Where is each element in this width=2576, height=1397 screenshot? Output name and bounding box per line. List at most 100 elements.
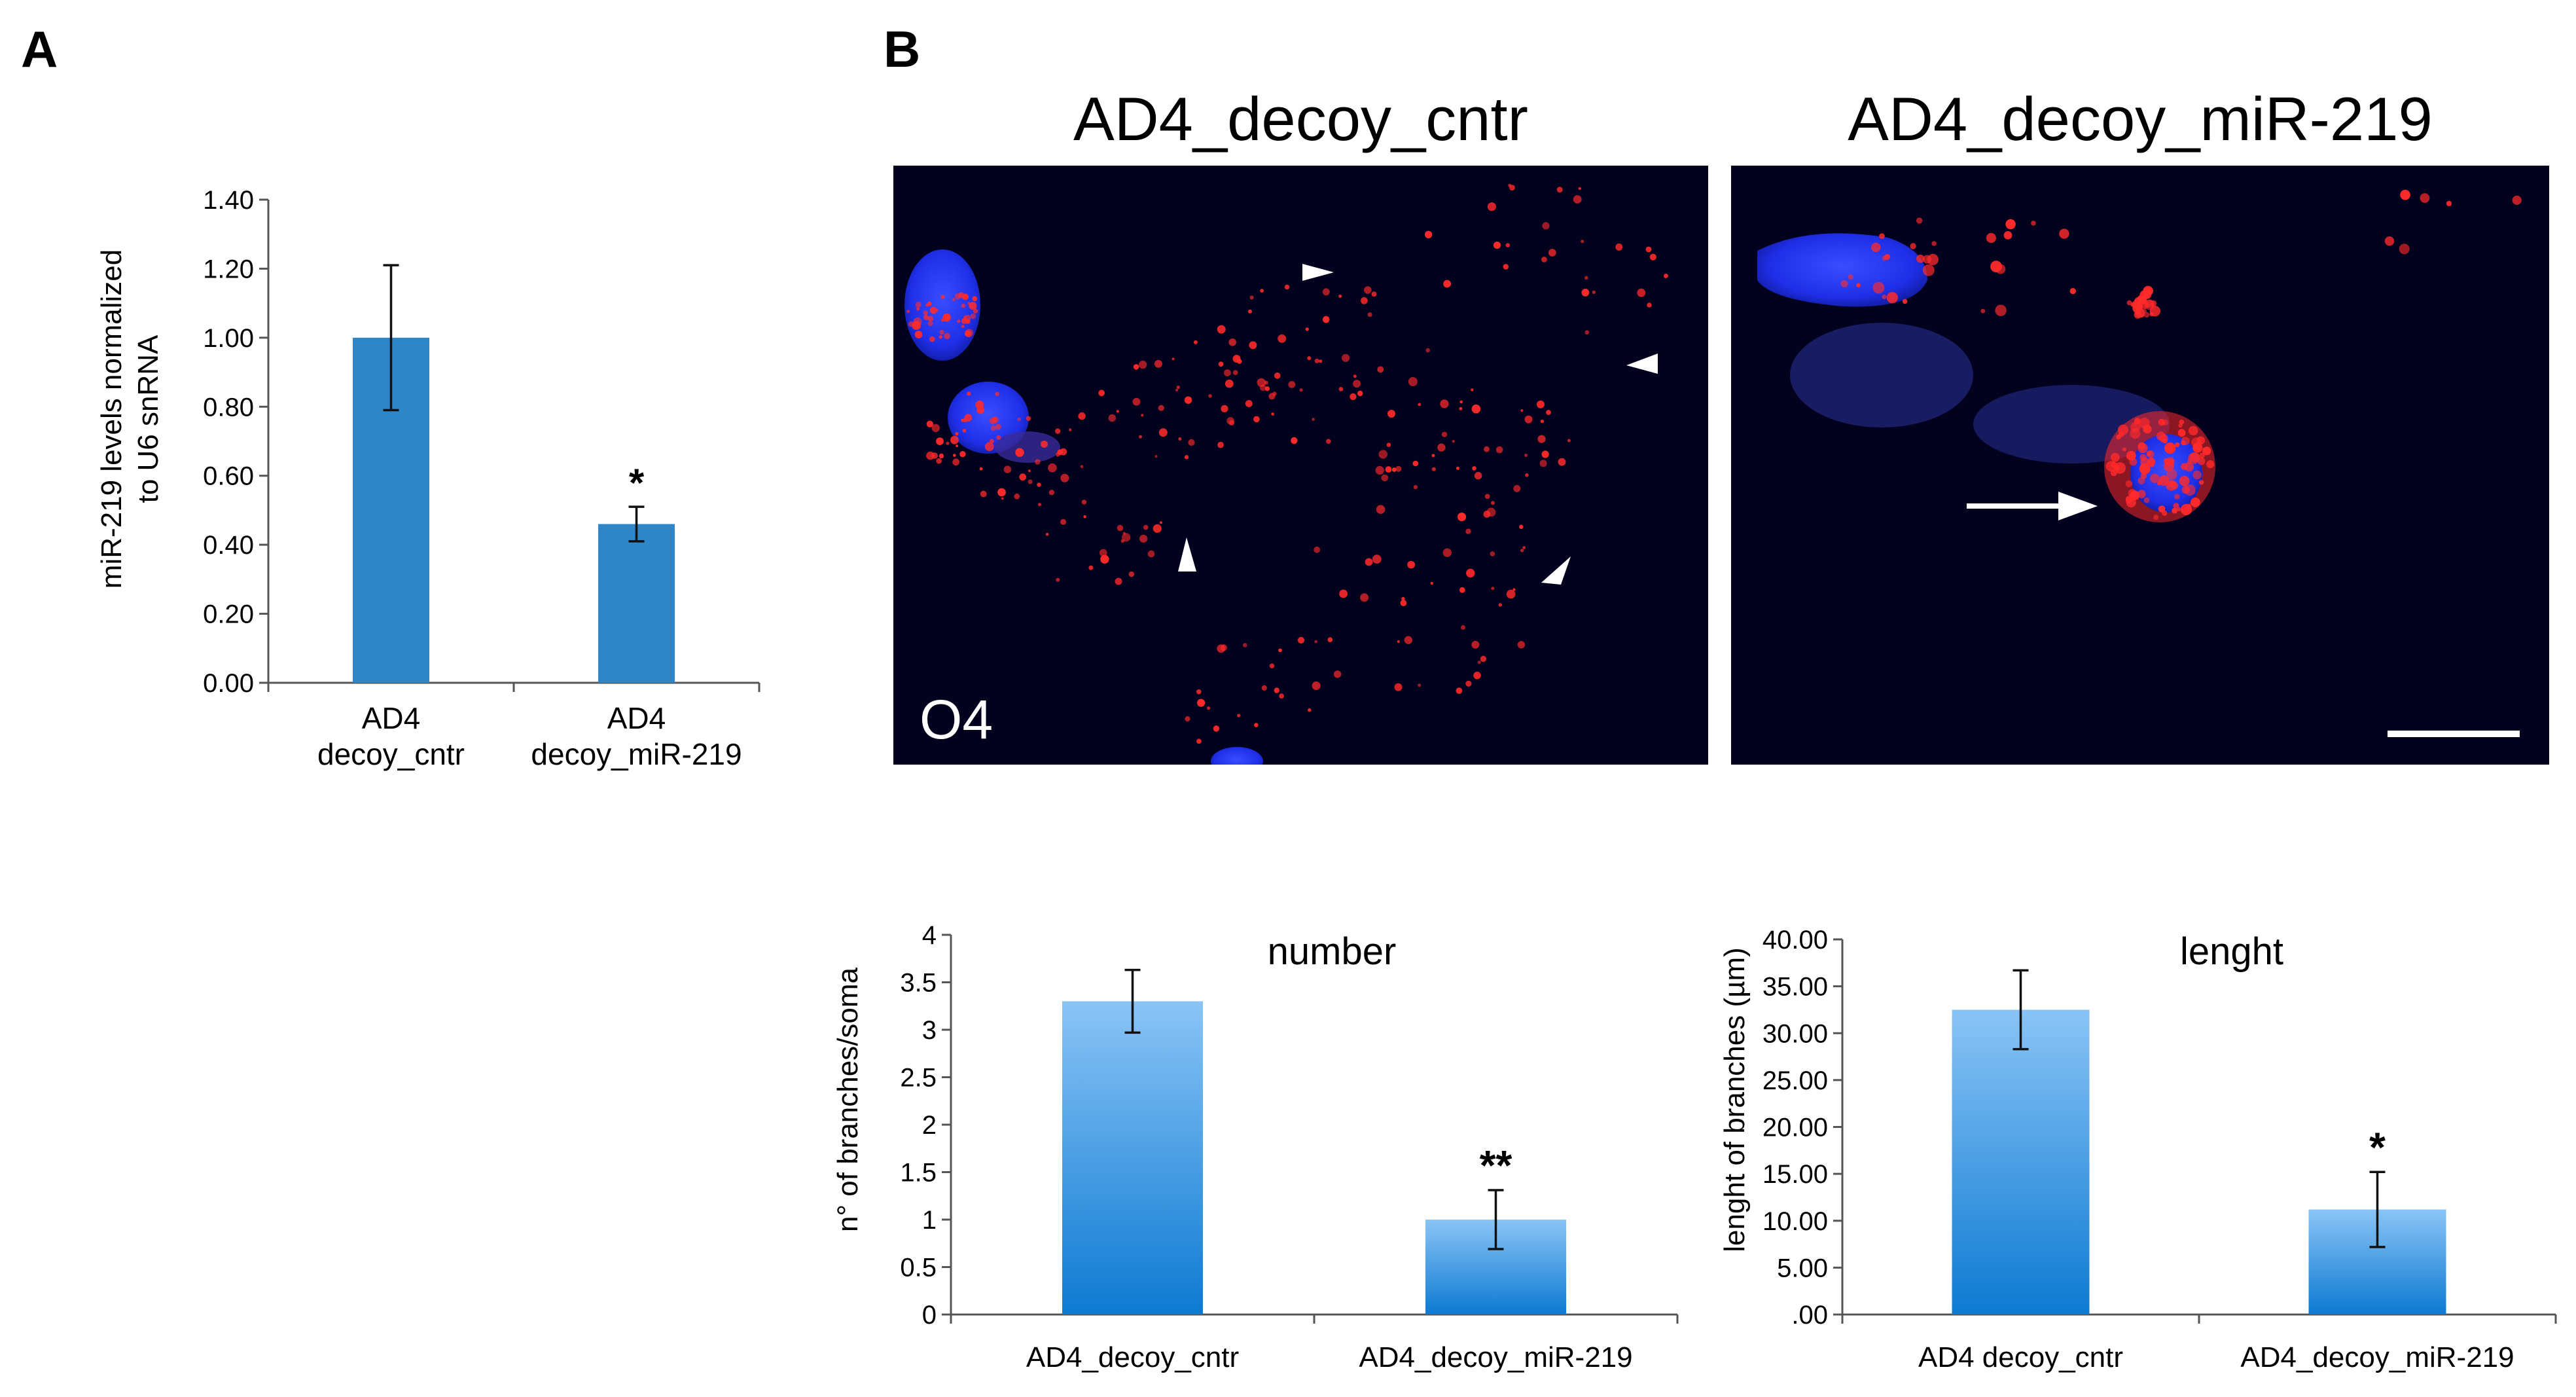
red-punctum xyxy=(1413,484,1418,490)
red-punctum xyxy=(1237,714,1241,717)
red-punctum xyxy=(2125,480,2133,488)
red-punctum xyxy=(1056,577,1060,582)
red-punctum xyxy=(1249,341,1257,350)
red-punctum xyxy=(950,435,959,444)
red-punctum xyxy=(2126,450,2136,461)
y-tick-label: 0.00 xyxy=(203,669,254,698)
red-punctum xyxy=(1225,379,1234,388)
red-punctum xyxy=(1459,587,1465,593)
red-punctum xyxy=(2196,436,2206,445)
red-punctum xyxy=(1537,400,1545,408)
red-punctum xyxy=(1207,706,1211,710)
red-punctum xyxy=(2139,463,2151,475)
red-punctum xyxy=(1537,435,1546,443)
red-punctum xyxy=(1312,681,1321,691)
red-punctum xyxy=(2199,452,2205,458)
red-punctum xyxy=(1525,473,1529,477)
red-punctum xyxy=(1132,397,1141,406)
red-punctum xyxy=(1060,473,1069,482)
red-punctum xyxy=(1078,412,1086,420)
red-punctum xyxy=(1141,414,1144,417)
red-punctum xyxy=(1048,463,1057,473)
red-punctum xyxy=(1980,308,1986,314)
red-punctum xyxy=(1271,412,1274,416)
y-tick-label: 0.5 xyxy=(900,1254,937,1282)
red-punctum xyxy=(926,420,933,427)
red-punctum xyxy=(929,306,937,314)
red-punctum xyxy=(1217,441,1224,448)
red-punctum xyxy=(1663,274,1668,278)
red-punctum xyxy=(2384,236,2395,246)
red-punctum xyxy=(1278,334,1287,343)
red-punctum xyxy=(1581,289,1590,297)
red-punctum xyxy=(1057,449,1064,455)
red-punctum xyxy=(1196,738,1202,744)
red-punctum xyxy=(1138,360,1147,369)
red-punctum xyxy=(1299,388,1303,392)
red-punctum xyxy=(926,451,935,460)
red-punctum xyxy=(1045,532,1049,536)
red-punctum xyxy=(2166,469,2177,480)
red-punctum xyxy=(1319,359,1323,363)
bar xyxy=(353,337,429,683)
red-punctum xyxy=(1154,455,1158,458)
red-punctum xyxy=(1524,453,1528,458)
red-punctum xyxy=(1495,446,1503,454)
red-punctum xyxy=(1871,242,1881,253)
red-punctum xyxy=(1401,596,1405,601)
red-punctum xyxy=(995,391,999,397)
significance-marker: * xyxy=(629,461,645,505)
red-punctum xyxy=(1274,372,1281,379)
red-punctum xyxy=(1342,354,1350,362)
chart-b-number-ylabel: n° of branches/soma xyxy=(832,967,864,1232)
red-punctum xyxy=(972,296,978,302)
red-punctum xyxy=(1218,361,1224,367)
red-punctum xyxy=(1291,437,1298,444)
chart-b-length-ylabel: lenght of branches (µm) xyxy=(1719,947,1751,1252)
red-punctum xyxy=(1471,388,1474,391)
red-punctum xyxy=(1491,587,1495,590)
red-punctum xyxy=(1248,309,1252,314)
red-punctum xyxy=(1184,455,1189,460)
red-punctum xyxy=(915,301,921,308)
y-tick-label: 1.5 xyxy=(900,1159,937,1188)
y-tick-label: 15.00 xyxy=(1762,1160,1828,1189)
red-punctum xyxy=(2158,418,2166,426)
red-punctum xyxy=(1158,428,1168,437)
red-punctum xyxy=(965,330,971,337)
red-punctum xyxy=(2122,447,2126,452)
red-punctum xyxy=(1508,183,1512,187)
red-punctum xyxy=(2188,426,2198,436)
red-punctum xyxy=(1484,494,1490,499)
red-punctum xyxy=(1003,465,1012,473)
red-punctum xyxy=(2130,428,2141,439)
red-punctum xyxy=(1098,390,1105,397)
red-punctum xyxy=(1228,338,1236,346)
y-tick-label: 3 xyxy=(922,1016,937,1045)
significance-marker: * xyxy=(2369,1123,2386,1170)
red-punctum xyxy=(990,439,994,444)
red-punctum xyxy=(984,442,994,452)
arrowhead-icon xyxy=(1626,354,1658,374)
red-punctum xyxy=(1400,600,1407,606)
red-punctum xyxy=(1459,400,1463,404)
red-punctum xyxy=(1279,693,1284,699)
red-punctum xyxy=(1512,588,1516,591)
red-punctum xyxy=(2111,452,2120,462)
red-punctum xyxy=(1026,416,1031,421)
red-punctum xyxy=(1542,222,1550,230)
red-punctum xyxy=(914,331,923,338)
red-punctum xyxy=(952,458,960,466)
red-punctum xyxy=(2192,443,2203,453)
arrow-icon xyxy=(2058,492,2098,520)
red-punctum xyxy=(1115,577,1122,585)
red-punctum xyxy=(2175,442,2180,447)
significance-marker: ** xyxy=(1480,1142,1512,1189)
red-punctum xyxy=(1185,716,1190,722)
red-punctum xyxy=(1465,680,1472,687)
red-punctum xyxy=(954,293,961,300)
red-punctum xyxy=(957,319,961,323)
arrowhead-icon xyxy=(1178,537,1196,572)
red-punctum xyxy=(936,437,944,445)
red-punctum xyxy=(1154,359,1162,368)
